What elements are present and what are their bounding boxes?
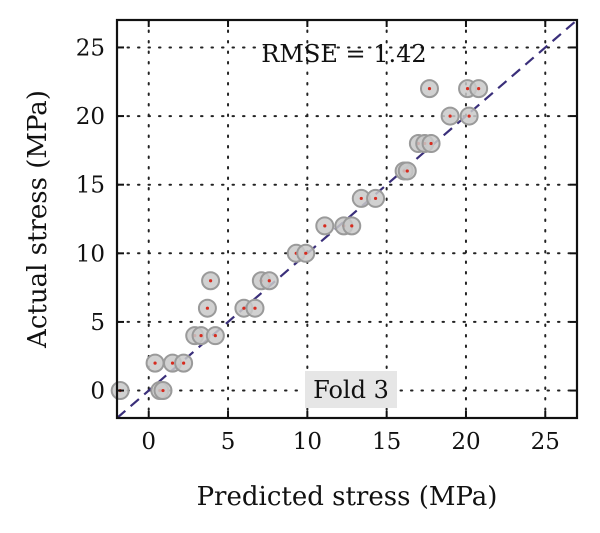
data-points — [110, 79, 489, 401]
data-point — [440, 106, 460, 126]
data-point — [419, 79, 439, 99]
data-point — [191, 326, 211, 346]
x-tick-label-0: 0 — [141, 429, 156, 455]
reference-line-y-equals-x — [116, 19, 578, 419]
data-point — [197, 298, 217, 318]
y-tick-label-20: 20 — [76, 104, 105, 130]
data-point — [145, 353, 165, 373]
data-point-center — [429, 141, 433, 146]
data-point-center — [213, 334, 217, 338]
data-point-center — [448, 114, 452, 118]
data-point — [205, 326, 225, 346]
data-point — [351, 188, 371, 208]
x-axis-label: Predicted stress (MPa) — [197, 482, 498, 512]
data-point-center — [182, 361, 186, 365]
y-tick-label-5: 5 — [90, 310, 105, 336]
data-point — [174, 353, 194, 373]
data-point-center — [253, 306, 257, 310]
data-point — [342, 216, 362, 236]
x-tick-label-5: 5 — [221, 429, 236, 455]
x-tick-label-10: 10 — [293, 429, 322, 455]
data-point-center — [405, 169, 409, 173]
y-tick-label-25: 25 — [76, 35, 105, 61]
data-point — [296, 243, 316, 263]
axis-ticks: 0 5 10 15 20 25 0 5 10 15 20 25 — [76, 20, 577, 455]
data-point — [459, 106, 479, 126]
data-point-center — [199, 334, 203, 338]
data-point — [245, 298, 265, 318]
plot-frame — [115, 18, 579, 420]
x-tick-label-25: 25 — [531, 429, 560, 455]
y-tick-label-15: 15 — [76, 173, 105, 199]
data-point-center — [477, 87, 481, 91]
rmse-annotation: RMSE = 1.42 — [261, 40, 426, 68]
data-point — [153, 381, 173, 401]
data-point-center — [304, 251, 308, 255]
data-point-center — [170, 361, 175, 365]
y-axis-label: Actual stress (MPa) — [23, 90, 53, 349]
data-point-center — [373, 196, 378, 201]
y-tick-label-10: 10 — [76, 241, 105, 267]
data-point — [366, 188, 386, 208]
data-point — [201, 271, 221, 291]
data-point — [397, 161, 417, 181]
data-point-center — [350, 224, 354, 228]
data-point — [469, 79, 489, 99]
data-point-center — [267, 279, 271, 283]
data-point-center — [161, 388, 165, 393]
data-point-center — [153, 361, 157, 365]
data-point-center — [427, 87, 432, 91]
data-point — [315, 216, 335, 236]
data-point-center — [465, 87, 470, 91]
data-point-center — [242, 306, 246, 310]
data-point-center — [205, 306, 210, 310]
data-point-center — [467, 114, 471, 118]
y-tick-label-0: 0 — [90, 379, 105, 405]
data-point-center — [208, 279, 213, 283]
data-point-center — [359, 196, 363, 201]
data-point-center — [323, 224, 327, 228]
data-point — [259, 271, 279, 291]
data-point — [421, 134, 441, 154]
x-tick-label-20: 20 — [451, 429, 480, 455]
x-tick-label-15: 15 — [372, 429, 401, 455]
fold-label: Fold 3 — [313, 376, 389, 404]
fold-label-background — [305, 371, 397, 408]
